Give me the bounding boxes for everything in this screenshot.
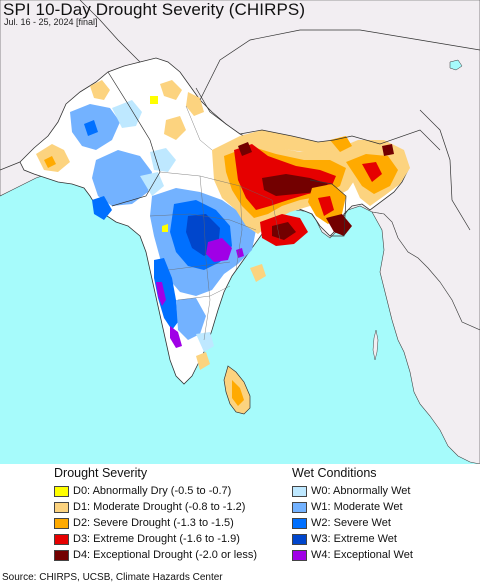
swatch-w4: [292, 549, 307, 561]
state-borders: [149, 105, 281, 341]
wet-westcoast-w4b: [170, 326, 182, 348]
land-southeast: [371, 211, 480, 464]
region-northwest-d1b: [160, 80, 182, 100]
dry-eastcoast-d1: [250, 264, 266, 282]
swatch-w0: [292, 485, 307, 497]
wet-south-w0: [196, 332, 214, 352]
region-punjab-d1: [164, 116, 186, 140]
region-northwest-d1: [90, 80, 110, 100]
legend-label-d0: D0: Abnormally Dry (-0.5 to -0.7): [73, 485, 232, 497]
dry-south-d1: [196, 352, 210, 370]
legend: Drought Severity D0: Abnormally Dry (-0.…: [0, 464, 480, 568]
swatch-d4: [54, 549, 69, 561]
region-northwest-d0: [150, 96, 158, 104]
legend-label-d1: D1: Moderate Drought (-0.8 to -1.2): [73, 501, 246, 513]
legend-item-d4: D4: Exceptional Drought (-2.0 or less): [54, 547, 257, 563]
legend-drought-header: Drought Severity: [54, 466, 148, 480]
legend-label-d4: D4: Exceptional Drought (-2.0 or less): [73, 549, 258, 561]
legend-label-w3: W3: Extreme Wet: [311, 533, 397, 545]
dry-nepal-d1: [240, 130, 340, 154]
legend-item-d2: D2: Severe Drought (-1.3 to -1.5): [54, 515, 257, 531]
legend-label-w1: W1: Moderate Wet: [311, 501, 403, 513]
dry-bengal-d4: [272, 222, 296, 240]
region-kashmir-d1: [186, 92, 204, 116]
dry-ne-d3: [362, 162, 382, 182]
region-karachi-d2: [44, 156, 56, 168]
legend-item-d3: D3: Extreme Drought (-1.6 to -1.9): [54, 531, 257, 547]
legend-item-w0: W0: Abnormally Wet: [292, 483, 413, 499]
wet-northwest-w0: [112, 100, 142, 128]
swatch-w1: [292, 501, 307, 513]
wet-central-w4: [206, 238, 232, 262]
swatch-w2: [292, 517, 307, 529]
swatch-d2: [54, 517, 69, 529]
legend-drought: Drought Severity D0: Abnormally Dry (-0.…: [54, 464, 257, 563]
legend-label-w2: W2: Severe Wet: [311, 517, 391, 529]
dry-bangladesh-d3: [318, 196, 334, 216]
swatch-w3: [292, 533, 307, 545]
legend-item-w4: W4: Exceptional Wet: [292, 547, 413, 563]
legend-item-d1: D1: Moderate Drought (-0.8 to -1.2): [54, 499, 257, 515]
swatch-d0: [54, 485, 69, 497]
dry-central-d0: [162, 224, 168, 232]
wet-gujarat-w2: [92, 196, 112, 220]
lake: [449, 59, 463, 71]
legend-item-w3: W3: Extreme Wet: [292, 531, 413, 547]
sri-lanka-d2: [232, 380, 244, 406]
legend-wet-header: Wet Conditions: [292, 466, 377, 480]
country-borders: [0, 0, 480, 237]
wet-westcoast-w4: [156, 282, 166, 306]
legend-label-w0: W0: Abnormally Wet: [311, 485, 411, 497]
legend-item-w2: W2: Severe Wet: [292, 515, 413, 531]
swatch-d1: [54, 501, 69, 513]
source-credit: Source: CHIRPS, UCSB, Climate Hazards Ce…: [2, 572, 223, 583]
wet-gujarat-w1: [92, 150, 152, 206]
legend-wet: Wet Conditions W0: Abnormally Wet W1: Mo…: [292, 464, 413, 563]
andaman-islands: [372, 329, 379, 361]
legend-label-d3: D3: Extreme Drought (-1.6 to -1.9): [73, 533, 240, 545]
wet-westcoast-w2: [154, 258, 178, 330]
map-title: SPI 10-Day Drought Severity (CHIRPS): [3, 0, 306, 19]
swatch-d3: [54, 533, 69, 545]
dry-gangetic-d4b: [238, 142, 252, 156]
drought-map: [0, 0, 480, 464]
wet-northwest-w2: [84, 120, 98, 136]
map-subtitle: Jul. 16 - 25, 2024 [final]: [4, 17, 98, 27]
dry-bangladesh-d4: [326, 214, 352, 236]
legend-item-d0: D0: Abnormally Dry (-0.5 to -0.7): [54, 483, 257, 499]
wet-gujarat-w0: [140, 172, 164, 196]
wet-south-w1: [176, 298, 206, 340]
legend-label-w4: W4: Exceptional Wet: [311, 549, 413, 561]
dry-ne-d4: [382, 144, 394, 156]
legend-label-d2: D2: Severe Drought (-1.3 to -1.5): [73, 517, 234, 529]
wet-central-w0: [150, 148, 176, 172]
legend-item-w1: W1: Moderate Wet: [292, 499, 413, 515]
